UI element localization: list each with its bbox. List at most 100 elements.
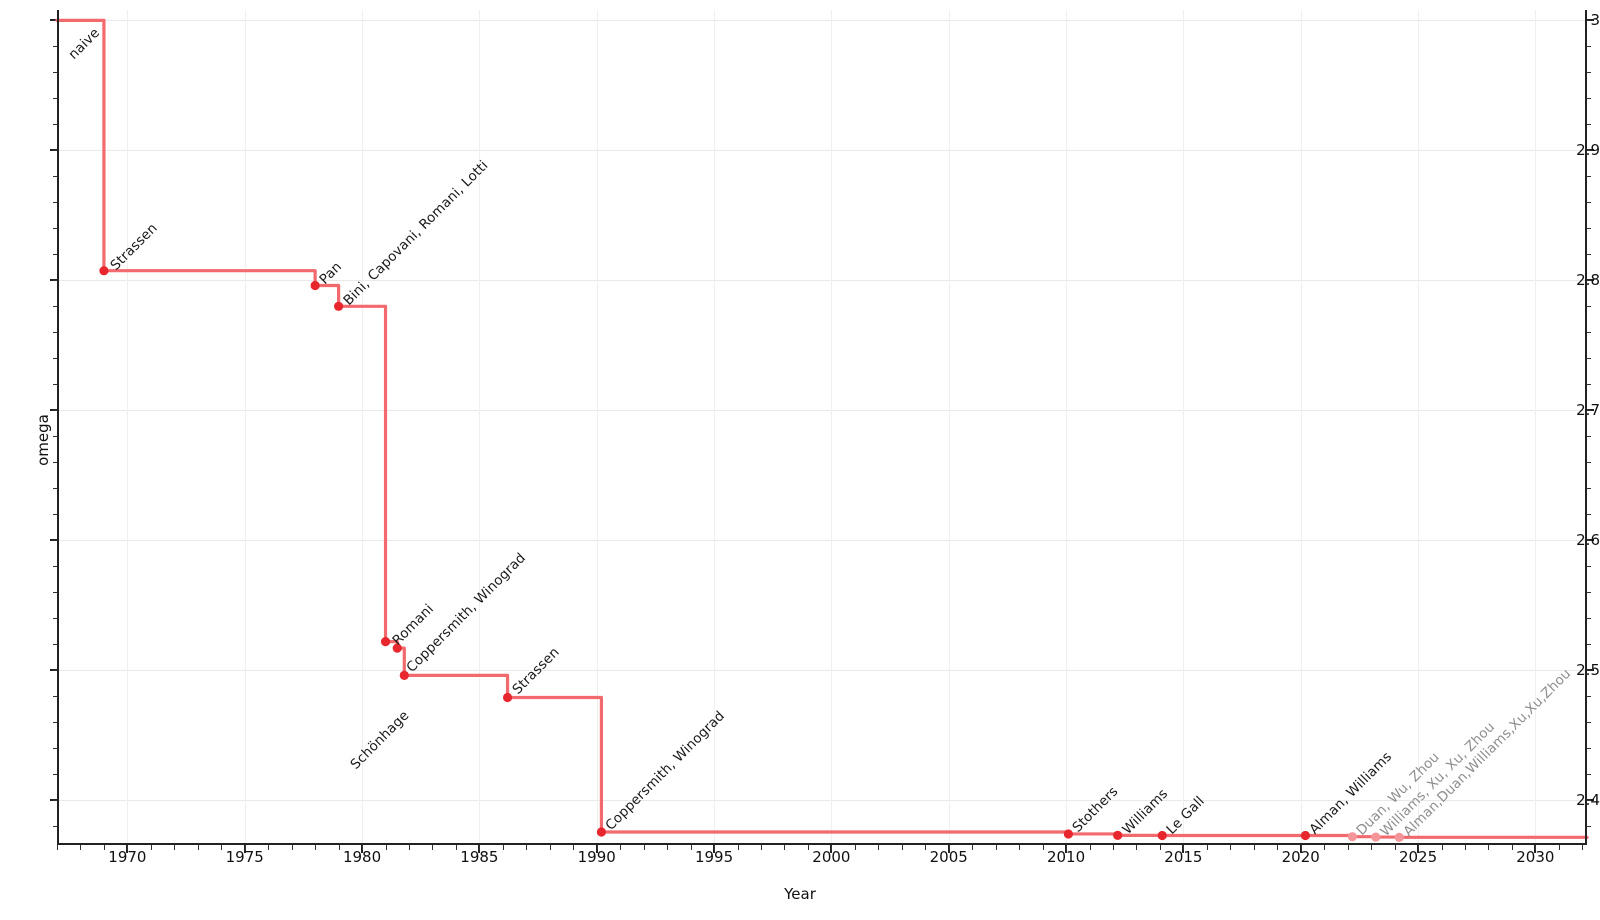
x-tick-minor — [596, 845, 598, 850]
y-tick-minor-right — [1587, 358, 1591, 360]
x-tick-minor — [1511, 845, 1513, 850]
y-tick-label: 2.5 — [1576, 661, 1600, 680]
x-tick-minor — [1324, 845, 1326, 850]
x-tick-minor — [127, 845, 129, 850]
x-tick-minor — [1347, 845, 1349, 850]
y-tick-minor-right — [1587, 488, 1591, 490]
x-tick-minor — [925, 845, 927, 850]
gridline-horizontal — [57, 410, 1587, 412]
x-tick-minor — [1394, 845, 1396, 850]
data-point-marker[interactable] — [1300, 830, 1311, 841]
y-tick-minor — [53, 800, 57, 802]
y-tick-minor-right — [1587, 410, 1591, 412]
x-tick-minor — [878, 845, 880, 850]
data-point-marker[interactable] — [1394, 832, 1404, 842]
y-tick-minor — [53, 384, 57, 386]
x-tick-minor — [268, 845, 270, 850]
y-tick-minor-right — [1587, 800, 1591, 802]
x-tick-minor — [1441, 845, 1443, 850]
x-tick-minor — [737, 845, 739, 850]
y-tick-minor-right — [1587, 592, 1591, 594]
x-tick-minor — [1159, 845, 1161, 850]
y-tick-minor-right — [1587, 306, 1591, 308]
x-tick-minor — [408, 845, 410, 850]
y-tick-minor — [53, 202, 57, 204]
data-point-marker[interactable] — [310, 280, 320, 291]
y-tick-minor-right — [1587, 774, 1591, 776]
x-tick-minor — [1183, 845, 1185, 850]
data-point-marker[interactable] — [1347, 832, 1357, 842]
x-tick-minor — [1066, 845, 1068, 850]
data-point-marker[interactable] — [1063, 829, 1073, 839]
x-tick-minor — [174, 845, 176, 850]
y-tick-minor-right — [1587, 722, 1591, 724]
x-tick-minor — [1206, 845, 1208, 850]
y-tick-minor-right — [1587, 566, 1591, 568]
x-tick-minor — [315, 845, 317, 850]
x-axis-title: Year — [784, 885, 816, 903]
x-tick-minor — [1253, 845, 1255, 850]
y-tick-minor — [53, 124, 57, 126]
y-tick-minor — [53, 540, 57, 542]
gridline-vertical — [714, 10, 716, 845]
y-tick-minor-right — [1587, 384, 1591, 386]
gridline-vertical — [244, 10, 246, 845]
step-line-series — [55, 18, 1589, 842]
y-tick-minor — [53, 306, 57, 308]
data-point-marker[interactable] — [399, 670, 409, 681]
x-tick-minor — [1535, 845, 1537, 850]
data-point-marker[interactable] — [1157, 830, 1167, 841]
data-point-marker[interactable] — [1113, 830, 1123, 840]
y-tick-minor-right — [1587, 462, 1591, 464]
x-tick-minor — [432, 845, 434, 850]
x-tick-label: 2015 — [1164, 848, 1203, 866]
gridline-horizontal — [57, 800, 1587, 802]
y-tick-minor-right — [1587, 176, 1591, 178]
data-point-marker[interactable] — [502, 692, 513, 703]
x-tick-minor — [995, 845, 997, 850]
data-point-marker[interactable] — [596, 827, 607, 837]
x-tick-minor — [338, 845, 340, 850]
x-tick-minor — [972, 845, 974, 850]
x-tick-minor — [1019, 845, 1021, 850]
y-tick-minor-right — [1587, 540, 1591, 542]
x-tick-minor — [150, 845, 152, 850]
gridline-vertical — [362, 10, 364, 845]
x-tick-minor — [573, 845, 575, 850]
gridline-vertical — [1535, 10, 1537, 845]
y-tick-minor — [53, 150, 57, 152]
y-tick-label: 2.4 — [1576, 791, 1600, 810]
data-point-marker[interactable] — [380, 637, 391, 647]
x-tick-minor — [1488, 845, 1490, 850]
gridline-vertical — [479, 10, 481, 845]
y-tick-minor-right — [1587, 46, 1591, 48]
x-tick-label: 2005 — [929, 848, 968, 866]
x-tick-minor — [1042, 845, 1044, 850]
y-tick-minor — [53, 722, 57, 724]
y-tick-minor-right — [1587, 696, 1591, 698]
y-tick-minor-right — [1587, 72, 1591, 74]
x-tick-minor — [784, 845, 786, 850]
x-tick-label: 2010 — [1046, 848, 1086, 866]
x-tick-minor — [1464, 845, 1466, 850]
data-point-marker[interactable] — [1371, 832, 1381, 842]
y-tick-minor-right — [1587, 332, 1591, 334]
x-tick-minor — [1230, 845, 1232, 850]
data-point-marker[interactable] — [392, 643, 402, 653]
x-tick-minor — [1277, 845, 1279, 850]
x-tick-minor — [1112, 845, 1114, 850]
y-tick-minor — [53, 98, 57, 100]
x-tick-minor — [291, 845, 293, 850]
y-tick-minor — [53, 462, 57, 464]
y-tick-minor — [53, 696, 57, 698]
x-tick-minor — [549, 845, 551, 850]
data-point-marker[interactable] — [99, 266, 109, 276]
y-tick-minor — [53, 358, 57, 360]
y-tick-label: 2.6 — [1576, 531, 1600, 550]
y-tick-minor — [53, 774, 57, 776]
x-tick-label: 1990 — [577, 848, 616, 866]
gridline-horizontal — [57, 150, 1587, 152]
data-point-marker[interactable] — [333, 301, 344, 311]
y-tick-minor-right — [1587, 150, 1591, 152]
